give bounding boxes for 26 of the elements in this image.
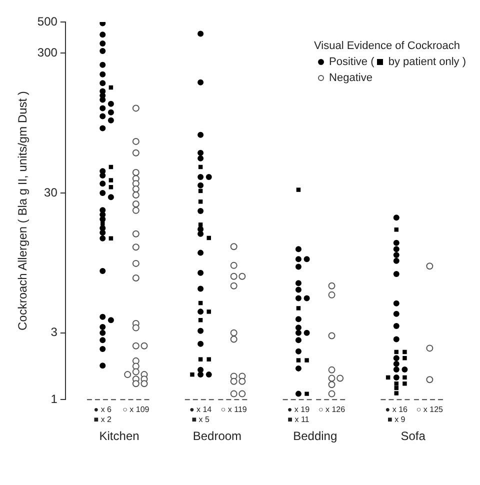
x-tick-label: Bedroom bbox=[192, 429, 242, 444]
text: ■ x 5 bbox=[192, 414, 210, 424]
text: ○ x 109 bbox=[122, 404, 150, 414]
text: ○ x 119 bbox=[220, 404, 248, 414]
x-tick-label: Sofa bbox=[400, 429, 426, 444]
x-tick-label: Kitchen bbox=[99, 429, 140, 444]
y-tick-label: 30 bbox=[44, 185, 58, 200]
legend-label: Negative bbox=[328, 71, 374, 86]
text: ■ x 2 bbox=[94, 414, 112, 424]
text: ■ x 11 bbox=[288, 414, 310, 424]
y-axis-title: Cockroach Allergen ( Bla g II, units/gm Dust ) bbox=[16, 91, 30, 331]
text: ● x 6 bbox=[94, 404, 112, 414]
text: ○ x 126 bbox=[318, 404, 346, 414]
y-tick-label: 500 bbox=[37, 14, 58, 28]
text: ● x 16 bbox=[385, 404, 408, 414]
text: ■ x 9 bbox=[388, 414, 406, 424]
legend-title: Visual Evidence of Cockroach bbox=[314, 39, 461, 54]
legend-label: by patient only ) bbox=[387, 56, 466, 68]
text: ● x 19 bbox=[287, 404, 310, 414]
text: ● x 14 bbox=[189, 404, 212, 414]
text: ○ x 125 bbox=[416, 404, 444, 414]
y-tick-label: 3 bbox=[50, 325, 58, 340]
legend-label: Positive ( bbox=[329, 56, 374, 68]
y-tick-label: 300 bbox=[37, 45, 58, 60]
x-tick-label: Bedding bbox=[293, 429, 338, 444]
y-tick-label: 1 bbox=[50, 392, 58, 406]
